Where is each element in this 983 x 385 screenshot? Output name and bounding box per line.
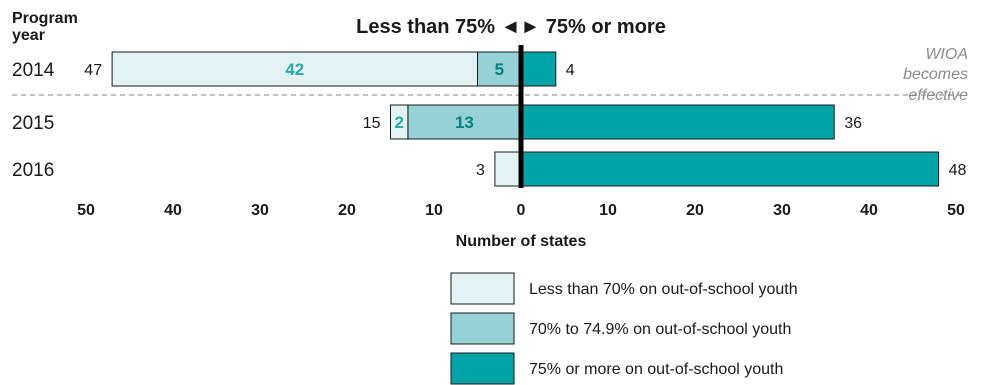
legend-swatch (450, 312, 515, 345)
total-label-right: 48 (949, 162, 967, 179)
bar-segment-75-or-more (520, 151, 940, 187)
x-tick-label: 20 (686, 202, 704, 219)
bar-inside-label: 5 (495, 60, 504, 79)
bar-segment-less-than-70 (390, 104, 409, 140)
bar-segment-75-or-more (520, 104, 835, 140)
y-axis-label-line-1: Program (12, 10, 78, 27)
legend: Less than 70% on out-of-school youth 70% … (450, 272, 798, 385)
bar-inside-label: 13 (455, 113, 474, 132)
total-label-right: 36 (844, 115, 862, 132)
legend-swatch (450, 272, 515, 305)
x-tick-label: 30 (251, 202, 269, 219)
bar-segment-75-or-more (520, 51, 557, 87)
annotation-line-2: becomes (903, 66, 968, 83)
x-tick-label: 50 (947, 202, 965, 219)
annotation-line-3: effective (908, 87, 968, 104)
x-axis-title: Number of states (456, 233, 587, 250)
legend-swatch (450, 352, 515, 385)
legend-label: 70% to 74.9% on out-of-school youth (529, 321, 791, 338)
chart-title: Less than 75% ◄► 75% or more (356, 16, 666, 38)
x-tick-label: 0 (517, 202, 526, 219)
total-label-left: 47 (84, 62, 102, 79)
bar-segment-70-to-74-9 (407, 104, 522, 140)
x-tick-label: 20 (338, 202, 356, 219)
y-axis-label-line-2: year (12, 27, 45, 44)
x-tick-label: 10 (599, 202, 617, 219)
category-label: 2016 (12, 160, 54, 181)
x-tick-label: 50 (77, 202, 95, 219)
x-tick-label: 40 (164, 202, 182, 219)
x-tick-label: 40 (860, 202, 878, 219)
annotation-line-1: WIOA (925, 46, 968, 63)
bar-segment-less-than-70 (494, 151, 522, 187)
total-label-left: 15 (363, 115, 381, 132)
legend-label: 75% or more on out-of-school youth (529, 361, 783, 378)
bar-inside-label: 2 (394, 113, 403, 132)
bar-inside-label: 42 (285, 60, 304, 79)
category-label: 2014 (12, 60, 55, 81)
total-label-left: 3 (476, 162, 485, 179)
total-label-right: 4 (566, 62, 575, 79)
legend-label: Less than 70% on out-of-school youth (529, 281, 798, 298)
bar-segment-less-than-70 (111, 51, 478, 87)
category-label: 2015 (12, 113, 54, 134)
x-tick-label: 10 (425, 202, 443, 219)
x-tick-label: 30 (773, 202, 791, 219)
